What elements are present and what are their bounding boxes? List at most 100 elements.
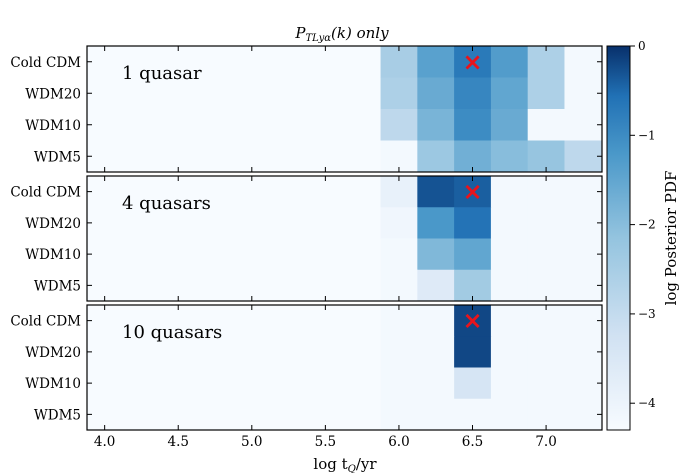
heatmap-cell <box>454 238 492 271</box>
row-tick-label: WDM10 <box>25 247 81 263</box>
x-axis: 4.0 4.5 5.0 5.5 6.0 6.5 7.0 <box>94 434 557 450</box>
heatmap-cell <box>490 176 529 208</box>
row-tick-label: Cold CDM <box>10 185 81 201</box>
row-tick-label: WDM20 <box>25 345 81 361</box>
heatmap-cell <box>454 207 492 239</box>
heatmap-cell <box>564 269 602 302</box>
heatmap-cell <box>380 207 418 239</box>
panel-frame <box>86 304 603 431</box>
x-tick-label: 6.0 <box>388 434 409 450</box>
heatmap-cell <box>490 238 529 271</box>
row-tick-label: WDM10 <box>25 118 81 134</box>
heatmap-cell <box>417 336 455 368</box>
heatmap-cell <box>564 238 602 271</box>
heatmap-panel: Cold CDM WDM20 WDM10 WDM5 × 10 quasars <box>10 304 603 431</box>
heatmap-cell <box>490 207 529 239</box>
x-tick-label: 4.0 <box>94 434 115 450</box>
colorbar-label: log Posterior PDF <box>662 171 680 306</box>
chart-title: PTLyα(k) only <box>294 24 389 44</box>
heatmap-cell <box>564 336 602 368</box>
heatmap-cell <box>490 140 529 173</box>
row-tick-label: Cold CDM <box>10 55 81 71</box>
heatmap-cell <box>527 46 565 78</box>
heatmap-cell <box>490 109 529 141</box>
heatmap-cell <box>564 207 602 239</box>
heatmap-cell <box>490 398 529 431</box>
heatmap-cell <box>490 46 529 78</box>
heatmap-cell <box>527 176 565 208</box>
heatmap-cell <box>564 367 602 400</box>
row-tick-label: WDM5 <box>34 407 81 423</box>
heatmap-cell <box>527 77 565 110</box>
row-tick-label: WDM5 <box>34 149 81 165</box>
heatmap-cell <box>564 109 602 141</box>
heatmap-cell <box>527 336 565 368</box>
heatmap-cell <box>490 336 529 368</box>
heatmap-cell <box>417 176 455 208</box>
heatmap-panel: Cold CDM WDM20 WDM10 WDM5 × 1 quasar <box>10 45 603 173</box>
heatmap-cell <box>527 207 565 239</box>
heatmap-cell <box>380 77 418 110</box>
colorbar-tick-label: 0 <box>638 39 646 53</box>
heatmap-cell <box>454 305 492 337</box>
heatmap-cell <box>527 238 565 271</box>
heatmap-cell <box>564 77 602 110</box>
heatmap-cell <box>380 176 418 208</box>
fiducial-marker: × <box>462 307 482 335</box>
heatmap-cell <box>380 305 418 337</box>
heatmap-cell <box>417 398 455 431</box>
fiducial-marker: × <box>462 48 482 76</box>
heatmap-cell <box>380 367 418 400</box>
heatmap-cell <box>380 46 418 78</box>
panel-label: 1 quasar <box>122 63 202 84</box>
heatmap-cell <box>454 176 492 208</box>
heatmap-cell <box>417 305 455 337</box>
heatmap-cell <box>417 238 455 271</box>
colorbar-tick-label: −1 <box>638 128 656 142</box>
fiducial-marker: × <box>462 178 482 206</box>
heatmap-cell <box>527 305 565 337</box>
x-tick-label: 5.5 <box>315 434 336 450</box>
heatmap-cell <box>490 305 529 337</box>
heatmap-cell <box>454 109 492 141</box>
heatmap-cell <box>490 269 529 302</box>
heatmap-cell <box>417 269 455 302</box>
heatmap-panels: Cold CDM WDM20 WDM10 WDM5 × 1 quasar Cold CDM W… <box>10 45 603 431</box>
x-axis-label: log tQ/yr <box>313 455 377 473</box>
panel-label: 10 quasars <box>122 322 222 343</box>
heatmap-cell <box>564 398 602 431</box>
heatmap-cell <box>490 367 529 400</box>
x-tick-label: 4.5 <box>167 434 188 450</box>
x-tick-label: 7.0 <box>535 434 556 450</box>
panel-frame <box>86 45 603 173</box>
colorbar-ticks: 0 −1 −2 −3 −4 <box>630 39 656 410</box>
colorbar-tick-label: −2 <box>638 218 656 232</box>
heatmap-cell <box>564 176 602 208</box>
heatmap-cell <box>527 367 565 400</box>
heatmap-cell <box>454 367 492 400</box>
heatmap-cell <box>380 109 418 141</box>
x-tick-label: 6.5 <box>462 434 483 450</box>
row-tick-label: WDM5 <box>34 278 81 294</box>
heatmap-cell <box>380 238 418 271</box>
heatmap-cell <box>564 46 602 78</box>
heatmap-cell <box>417 367 455 400</box>
heatmap-cell <box>417 109 455 141</box>
row-tick-label: WDM20 <box>25 216 81 232</box>
heatmap-cell <box>454 77 492 110</box>
panel-frame <box>86 175 603 302</box>
heatmap-cell <box>454 46 492 78</box>
x-tick-label: 5.0 <box>241 434 262 450</box>
heatmap-cell <box>454 336 492 368</box>
row-tick-label: WDM10 <box>25 376 81 392</box>
heatmap-cell <box>564 140 602 173</box>
heatmap-cell <box>490 77 529 110</box>
panel-label: 4 quasars <box>122 193 211 214</box>
heatmap-cell <box>417 140 455 173</box>
heatmap-cell <box>417 77 455 110</box>
heatmap-cell <box>380 336 418 368</box>
heatmap-cell <box>417 207 455 239</box>
heatmap-cell <box>417 46 455 78</box>
row-tick-label: Cold CDM <box>10 314 81 330</box>
